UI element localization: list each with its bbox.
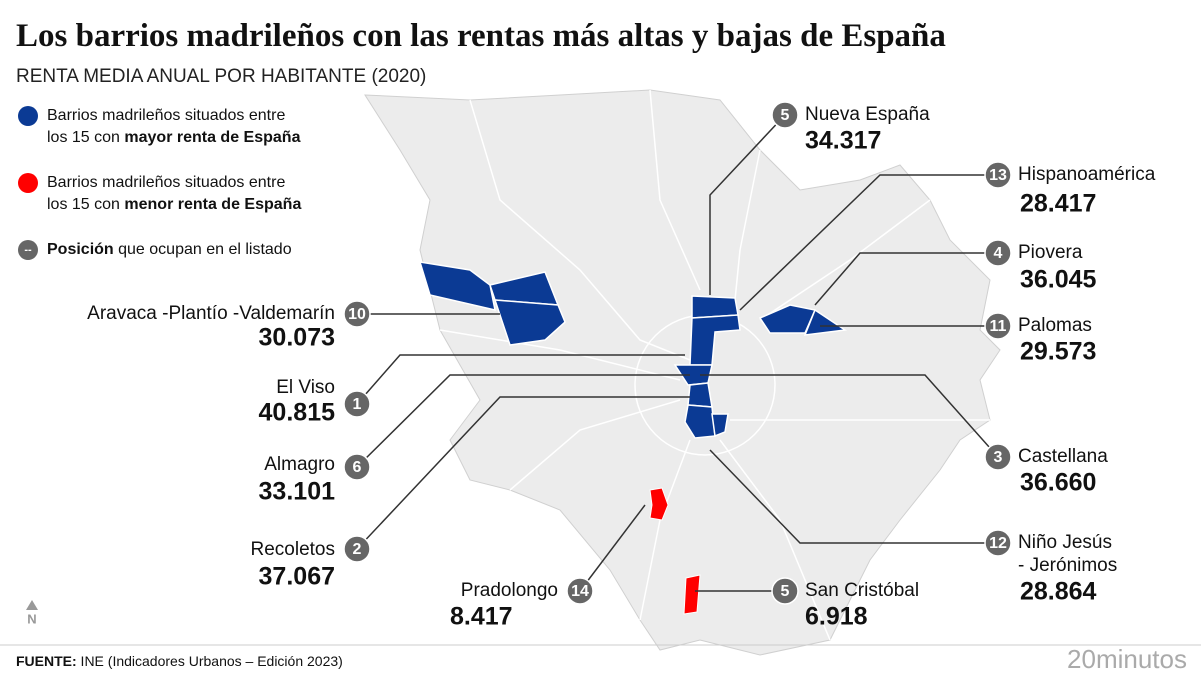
rank-label: 12 xyxy=(989,535,1007,552)
leader-line xyxy=(579,504,646,592)
source-label: FUENTE: xyxy=(16,653,77,669)
income-value: 30.073 xyxy=(259,324,335,352)
rank-badge xyxy=(343,453,371,481)
rank-badge xyxy=(984,443,1012,471)
rank-badge xyxy=(984,161,1012,189)
legend-text: los 15 con xyxy=(47,129,124,146)
rank-badge xyxy=(771,577,799,605)
legend: Barrios madrileños situados entre los 15… xyxy=(18,106,301,260)
rank-label: 1 xyxy=(353,396,362,413)
rank-label: 3 xyxy=(994,449,1003,466)
rank-badge xyxy=(984,312,1012,340)
district-name: Nueva España xyxy=(805,104,930,125)
district-name: - Jerónimos xyxy=(1018,555,1117,576)
income-value: 36.045 xyxy=(1020,266,1097,294)
district-name: Piovera xyxy=(1018,242,1083,263)
rank-label: 4 xyxy=(994,245,1003,262)
legend-bold: menor renta de España xyxy=(124,196,301,213)
district-name: Hispanoamérica xyxy=(1018,164,1156,185)
leader-line xyxy=(814,252,998,306)
leader-line xyxy=(356,354,685,405)
district-name: Aravaca -Plantío -Valdemarín xyxy=(87,303,335,324)
legend-text: los 15 con xyxy=(47,196,124,213)
rank-label: 5 xyxy=(781,107,790,124)
legend-symbol: -- xyxy=(24,244,32,256)
rank-label: 10 xyxy=(348,306,366,323)
source-text: INE (Indicadores Urbanos – Edición 2023) xyxy=(77,653,343,669)
source: FUENTE: INE (Indicadores Urbanos – Edici… xyxy=(16,653,343,669)
income-value: 28.864 xyxy=(1020,578,1097,606)
district-name: Castellana xyxy=(1018,446,1108,467)
income-value: 33.101 xyxy=(259,478,336,506)
subtitle: RENTA MEDIA ANUAL POR HABITANTE (2020) xyxy=(16,66,426,87)
rank-badge xyxy=(566,577,594,605)
district-name: San Cristóbal xyxy=(805,580,919,601)
legend-text: los 15 con mayor renta de España xyxy=(47,129,301,146)
rank-badge xyxy=(343,390,371,418)
district-name: Niño Jesús xyxy=(1018,532,1112,553)
rank-label: 14 xyxy=(571,583,589,600)
logo: 20minutos xyxy=(1067,644,1187,674)
rank-badge xyxy=(984,529,1012,557)
income-value: 28.417 xyxy=(1020,190,1096,218)
rank-badge xyxy=(984,239,1012,267)
rank-label: 2 xyxy=(353,541,362,558)
north-label: N xyxy=(27,611,36,626)
income-value: 34.317 xyxy=(805,127,881,155)
legend-text: que ocupan en el listado xyxy=(114,241,292,258)
map: N xyxy=(26,89,1001,656)
legend-text: Barrios madrileños situados entre xyxy=(47,174,285,191)
legend-text: Posición que ocupan en el listado xyxy=(47,241,292,258)
district-name: Pradolongo xyxy=(461,580,558,601)
legend-text: los 15 con menor renta de España xyxy=(47,196,301,213)
district-name: Recoletos xyxy=(251,539,336,560)
leader-line xyxy=(700,374,999,458)
rank-label: 5 xyxy=(781,583,790,600)
leader-line xyxy=(709,449,998,544)
income-value: 40.815 xyxy=(259,399,336,427)
district-name: Palomas xyxy=(1018,315,1092,336)
rank-label: 11 xyxy=(990,318,1007,335)
leader-line xyxy=(709,114,786,295)
rank-label: 6 xyxy=(353,459,362,476)
district-name: Almagro xyxy=(264,454,335,475)
legend-bold: mayor renta de España xyxy=(124,129,300,146)
income-value: 6.918 xyxy=(805,603,868,631)
rank-badge xyxy=(771,101,799,129)
legend-text: Barrios madrileños situados entre xyxy=(47,107,285,124)
income-value: 37.067 xyxy=(259,563,335,591)
leader-line xyxy=(356,374,690,468)
rank-label: 13 xyxy=(989,167,1007,184)
rank-badge xyxy=(343,535,371,563)
district-name: El Viso xyxy=(276,377,335,398)
income-value: 29.573 xyxy=(1020,338,1096,366)
title: Los barrios madrileños con las rentas má… xyxy=(16,18,946,54)
income-value: 36.660 xyxy=(1020,469,1096,497)
leader-line xyxy=(739,174,998,311)
legend-bold: Posición xyxy=(47,241,114,258)
income-value: 8.417 xyxy=(450,603,513,631)
leader-line xyxy=(356,396,690,550)
rank-badge xyxy=(343,300,371,328)
north-arrow: N xyxy=(26,600,38,626)
